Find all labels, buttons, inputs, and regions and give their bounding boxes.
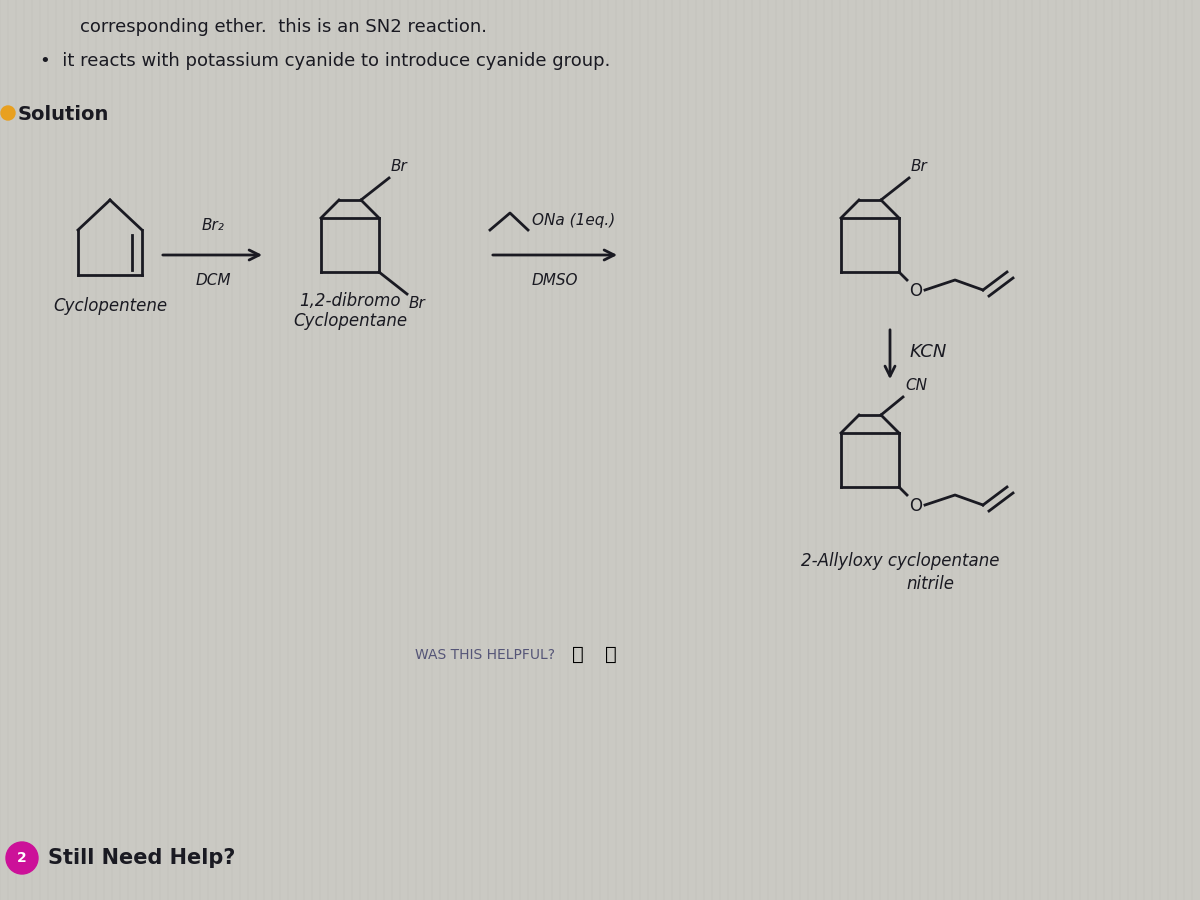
Text: corresponding ether.  this is an SN2 reaction.: corresponding ether. this is an SN2 reac…: [80, 18, 487, 36]
Text: 2: 2: [17, 851, 26, 865]
Circle shape: [6, 842, 38, 874]
Text: Still Need Help?: Still Need Help?: [48, 848, 235, 868]
Text: •  it reacts with potassium cyanide to introduce cyanide group.: • it reacts with potassium cyanide to in…: [40, 52, 611, 70]
Text: O: O: [910, 282, 922, 300]
Text: Cyclopentane: Cyclopentane: [293, 312, 407, 330]
Text: KCN: KCN: [910, 343, 947, 361]
Text: nitrile: nitrile: [906, 575, 954, 593]
Text: 1,2-dibromo: 1,2-dibromo: [299, 292, 401, 310]
Text: 👍: 👍: [572, 645, 583, 664]
Text: Br: Br: [391, 159, 408, 174]
Text: CN: CN: [905, 378, 928, 393]
Text: Br: Br: [409, 296, 426, 311]
Text: 2-Allyloxy cyclopentane: 2-Allyloxy cyclopentane: [800, 552, 1000, 570]
Text: DCM: DCM: [196, 273, 230, 288]
Text: DMSO: DMSO: [532, 273, 578, 288]
Text: Br₂: Br₂: [202, 218, 224, 233]
Text: Solution: Solution: [18, 105, 109, 124]
Text: Cyclopentene: Cyclopentene: [53, 297, 167, 315]
Text: O: O: [910, 497, 922, 515]
Text: WAS THIS HELPFUL?: WAS THIS HELPFUL?: [415, 648, 554, 662]
Text: Br: Br: [911, 159, 928, 174]
Text: 👎: 👎: [605, 645, 617, 664]
Text: ONa (1eq.): ONa (1eq.): [532, 213, 616, 229]
Circle shape: [1, 106, 14, 120]
